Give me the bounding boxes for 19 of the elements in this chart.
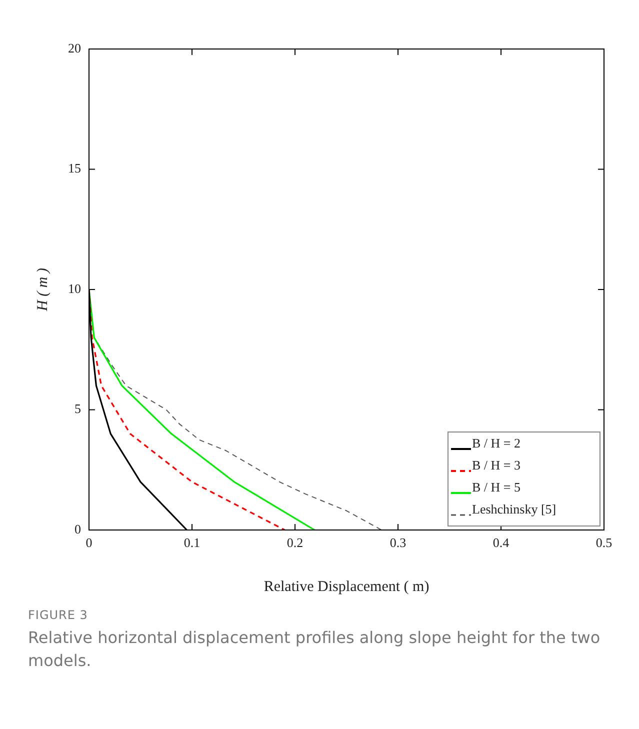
caption: FIGURE 3 xyxy=(28,608,89,622)
x-tick-label: 0.4 xyxy=(492,535,510,550)
x-axis-title: Relative Displacement ( m) xyxy=(264,578,430,595)
x-tick-label: 0.3 xyxy=(390,535,406,550)
legend-label: B / H = 3 xyxy=(472,457,521,472)
legend-label: B / H = 2 xyxy=(472,435,521,450)
y-tick-label: 10 xyxy=(68,280,81,296)
text: Relative horizontal displacement profiles along slope height for the two models. xyxy=(28,627,602,672)
y-axis-title: H ( m ) xyxy=(34,268,51,312)
y-tick-label: 15 xyxy=(68,160,81,176)
y-tick-label: 20 xyxy=(68,40,81,56)
y-tick-label: 0 xyxy=(74,521,81,536)
legend-label: B / H = 5 xyxy=(472,479,521,494)
x-tick-label: 0.1 xyxy=(184,535,200,550)
x-tick-label: 0.2 xyxy=(286,535,304,550)
legend-label: Leshchinsky [5] xyxy=(472,501,556,516)
x-tick-label: 0.5 xyxy=(596,535,612,550)
x-tick-label: 0 xyxy=(86,535,92,550)
y-tick-label: 5 xyxy=(74,401,81,416)
